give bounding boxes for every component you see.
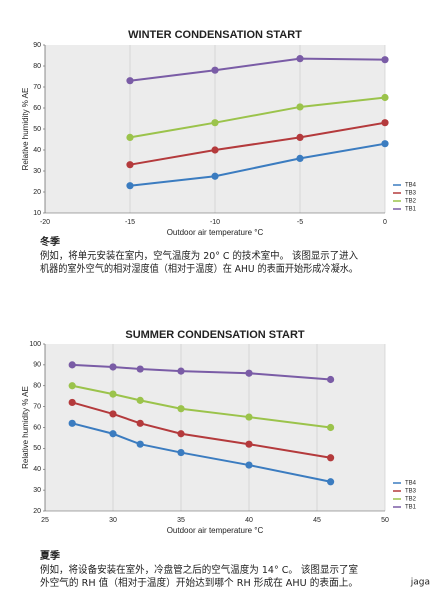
data-point bbox=[211, 172, 219, 180]
data-point bbox=[245, 413, 253, 421]
x-axis-title: Outdoor air temperature °C bbox=[167, 228, 264, 237]
legend-label: TB4 bbox=[405, 183, 417, 189]
y-tick-label: 10 bbox=[33, 210, 41, 217]
y-tick-label: 60 bbox=[33, 424, 41, 431]
legend-label: TB3 bbox=[405, 489, 417, 495]
data-point bbox=[211, 119, 219, 127]
data-point bbox=[245, 369, 253, 377]
caption-line: 例如，将设备安装在室外，冷盘管之后的空气温度为 14° C。 该图显示了室 bbox=[40, 563, 358, 576]
data-point bbox=[296, 154, 304, 162]
y-tick-label: 50 bbox=[33, 445, 41, 452]
series-line bbox=[129, 96, 386, 139]
y-axis-title: Relative humidity % AE bbox=[21, 88, 30, 171]
caption-line: 例如，将单元安装在室内，空气温度为 20° C 的技术室中。 该图显示了进入 bbox=[40, 249, 358, 262]
data-point bbox=[68, 419, 76, 427]
chart-title: WINTER CONDENSATION START bbox=[128, 29, 302, 41]
data-point bbox=[68, 361, 76, 369]
y-tick-label: 60 bbox=[33, 105, 41, 112]
data-point bbox=[126, 133, 134, 141]
data-point bbox=[136, 365, 144, 373]
data-point bbox=[381, 56, 389, 64]
caption-heading: 夏季 bbox=[39, 549, 61, 562]
x-axis-title: Outdoor air temperature °C bbox=[167, 526, 264, 535]
series-line bbox=[129, 57, 386, 82]
x-tick-label: -5 bbox=[297, 219, 303, 226]
data-point bbox=[177, 430, 185, 438]
data-point bbox=[245, 461, 253, 469]
data-point bbox=[126, 77, 134, 85]
data-point bbox=[136, 396, 144, 404]
data-point bbox=[68, 398, 76, 407]
data-point bbox=[177, 448, 185, 457]
data-point bbox=[177, 405, 185, 413]
x-tick-label: 35 bbox=[177, 517, 185, 524]
x-tick-label: -10 bbox=[210, 219, 220, 226]
legend-label: TB3 bbox=[405, 191, 417, 197]
data-point bbox=[327, 423, 335, 432]
data-point bbox=[245, 440, 253, 448]
x-tick-label: -15 bbox=[125, 219, 135, 226]
data-point bbox=[381, 140, 389, 148]
y-tick-label: 20 bbox=[33, 508, 41, 515]
y-tick-label: 80 bbox=[33, 63, 41, 70]
data-point bbox=[109, 390, 117, 398]
series-line bbox=[129, 142, 386, 187]
y-tick-label: 30 bbox=[33, 168, 41, 175]
data-point bbox=[327, 454, 335, 462]
x-tick-label: -20 bbox=[40, 219, 50, 226]
x-tick-label: 50 bbox=[381, 517, 389, 524]
y-tick-label: 50 bbox=[33, 126, 41, 133]
series-line bbox=[129, 121, 386, 166]
data-point bbox=[327, 375, 335, 384]
data-point bbox=[381, 119, 389, 127]
data-point bbox=[296, 133, 304, 141]
y-tick-label: 30 bbox=[33, 487, 41, 494]
series-line bbox=[71, 422, 331, 483]
chart-title: SUMMER CONDENSATION START bbox=[125, 329, 305, 341]
y-tick-label: 90 bbox=[33, 42, 41, 49]
y-tick-label: 40 bbox=[33, 147, 41, 154]
data-point bbox=[126, 161, 134, 169]
y-tick-label: 40 bbox=[33, 466, 41, 473]
x-tick-label: 30 bbox=[109, 517, 117, 524]
data-point bbox=[136, 419, 144, 427]
legend-label: TB4 bbox=[405, 481, 417, 487]
x-tick-label: 25 bbox=[41, 517, 49, 524]
caption-heading: 冬季 bbox=[40, 235, 61, 248]
data-point bbox=[327, 478, 335, 486]
data-point bbox=[381, 93, 389, 102]
data-point bbox=[211, 146, 219, 154]
data-point bbox=[109, 410, 117, 418]
series-line bbox=[71, 384, 331, 429]
y-tick-label: 80 bbox=[33, 383, 41, 390]
watermark: jaga bbox=[410, 578, 430, 588]
y-tick-label: 100 bbox=[29, 341, 41, 348]
data-point bbox=[177, 367, 185, 375]
series-line bbox=[71, 401, 331, 459]
data-point bbox=[136, 440, 144, 448]
data-point bbox=[109, 363, 117, 371]
data-point bbox=[109, 430, 117, 438]
legend-label: TB2 bbox=[405, 199, 417, 205]
legend-label: TB2 bbox=[405, 497, 417, 503]
x-tick-label: 45 bbox=[313, 517, 321, 524]
caption-line: 外空气的 RH 值（相对于温度）开始达到哪个 RH 形成在 AHU 的表面上。 bbox=[40, 576, 358, 589]
y-axis-title: Relative humidity % AE bbox=[21, 386, 30, 469]
data-point bbox=[296, 103, 304, 111]
data-point bbox=[296, 55, 304, 63]
series-line bbox=[72, 363, 331, 381]
y-tick-label: 70 bbox=[33, 84, 41, 91]
y-tick-label: 90 bbox=[33, 362, 41, 369]
data-point bbox=[211, 66, 219, 74]
x-tick-label: 40 bbox=[245, 517, 253, 524]
x-tick-label: 0 bbox=[383, 219, 387, 226]
y-tick-label: 20 bbox=[33, 189, 41, 196]
y-tick-label: 70 bbox=[33, 403, 41, 410]
legend-label: TB1 bbox=[405, 207, 417, 213]
data-point bbox=[68, 382, 76, 390]
caption-line: 机器的室外空气的相对湿度值（相对于温度）在 AHU 的表面开始形成冷凝水。 bbox=[40, 262, 358, 275]
legend-label: TB1 bbox=[405, 505, 417, 511]
data-point bbox=[126, 182, 134, 190]
